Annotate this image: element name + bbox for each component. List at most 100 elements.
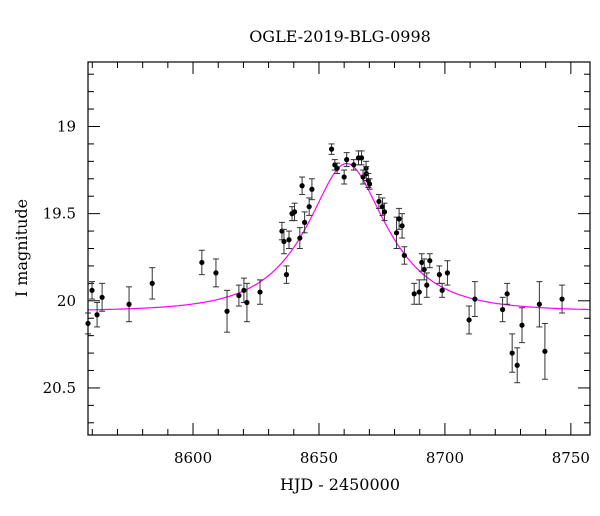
point-marker (213, 270, 219, 276)
point-marker (351, 162, 357, 168)
data-point (283, 265, 290, 284)
point-marker (504, 291, 510, 297)
point-marker (291, 209, 298, 215)
point-marker (421, 266, 427, 273)
chart-title: OGLE-2019-BLG-0998 (249, 27, 431, 46)
data-point (499, 296, 506, 323)
point-marker (393, 230, 400, 236)
point-marker (376, 198, 382, 205)
data-point (509, 333, 516, 373)
data-point (358, 150, 365, 166)
point-marker (416, 289, 422, 295)
point-marker (89, 287, 95, 293)
y-tick-label: 19.5 (43, 205, 76, 223)
data-point (286, 230, 293, 249)
point-marker (399, 223, 405, 229)
data-point (396, 207, 403, 230)
data-point (126, 286, 133, 323)
data-point (381, 202, 388, 222)
data-point (224, 289, 231, 333)
point-marker (472, 296, 478, 302)
data-point (426, 253, 433, 269)
data-point (504, 282, 511, 305)
data-point (328, 143, 335, 155)
point-marker (299, 183, 305, 189)
data-point (212, 258, 219, 288)
data-point (280, 228, 287, 255)
point-marker (244, 299, 250, 306)
point-marker (519, 322, 525, 328)
point-marker (358, 155, 365, 161)
data-point (559, 284, 566, 314)
data-point (541, 322, 548, 380)
point-marker (411, 291, 417, 297)
data-point (375, 193, 382, 209)
data-point (444, 260, 451, 286)
point-marker (328, 146, 335, 152)
point-marker (149, 280, 155, 286)
point-marker (286, 237, 292, 243)
point-marker (297, 235, 303, 241)
model-curve (88, 162, 590, 311)
point-marker (306, 204, 312, 210)
data-point (341, 169, 348, 185)
data-point (343, 152, 350, 168)
data-point (198, 249, 205, 276)
point-marker (341, 174, 347, 180)
data-point (418, 253, 425, 272)
data-point (291, 202, 298, 222)
point-marker (536, 301, 542, 307)
point-marker (379, 204, 386, 210)
data-point (401, 246, 408, 265)
point-marker (241, 287, 247, 293)
plot-frame (87, 61, 591, 436)
data-point (416, 279, 423, 305)
x-axis-label: HJD - 2450000 (280, 475, 400, 494)
point-marker (499, 306, 506, 313)
x-tick-label: 8750 (552, 449, 590, 467)
data-point (436, 265, 443, 284)
point-marker (514, 362, 520, 368)
data-point (421, 258, 428, 281)
y-tick-label: 20.5 (43, 379, 76, 397)
point-marker (309, 186, 315, 192)
y-axis-label: I magnitude (12, 199, 31, 297)
data-point (296, 227, 303, 249)
point-marker (344, 157, 350, 163)
data-point (94, 302, 101, 328)
data-point (257, 279, 264, 305)
data-point (471, 281, 478, 317)
point-marker (224, 308, 230, 314)
point-marker (542, 348, 548, 354)
data-point (240, 277, 247, 304)
data-point (99, 282, 106, 312)
data-point (306, 197, 313, 216)
point-marker (334, 165, 340, 171)
point-marker (466, 317, 472, 323)
data-point (350, 159, 357, 171)
x-tick-label: 8700 (426, 449, 464, 467)
point-marker (283, 272, 290, 278)
point-marker (509, 350, 515, 356)
data-point (514, 347, 521, 384)
data-point (518, 307, 525, 344)
x-tick-label: 8600 (174, 449, 212, 467)
point-marker (439, 287, 445, 293)
point-marker (427, 258, 433, 264)
point-marker (367, 181, 373, 187)
data-point (299, 176, 306, 195)
x-tick-label: 8650 (300, 449, 338, 467)
data-point (411, 282, 418, 305)
data-point (399, 213, 406, 239)
data-point (235, 284, 242, 307)
point-marker (94, 312, 100, 318)
point-marker (199, 259, 205, 266)
data-point (536, 281, 543, 328)
point-marker (419, 259, 425, 266)
point-marker (396, 216, 402, 222)
point-marker (257, 289, 263, 295)
point-marker (444, 270, 451, 276)
data-point (466, 305, 473, 335)
